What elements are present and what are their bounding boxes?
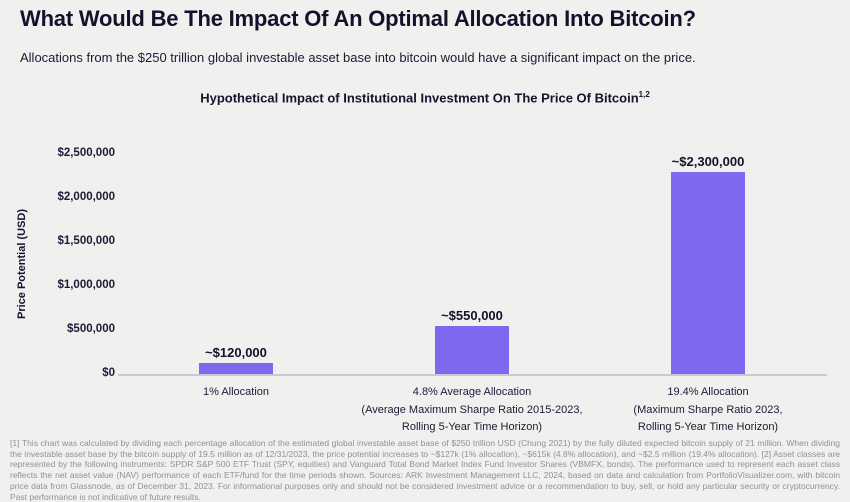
page-subtitle: Allocations from the $250 trillion globa… xyxy=(20,50,696,65)
bar-value-label: ~$2,300,000 xyxy=(671,154,745,169)
footnote-disclaimer: [1] This chart was calculated by dividin… xyxy=(10,438,840,502)
y-tick-label: $1,000,000 xyxy=(57,279,115,291)
chart-title-footnote-marker: 1,2 xyxy=(638,90,650,99)
chart-title: Hypothetical Impact of Institutional Inv… xyxy=(0,90,850,105)
y-axis-label: Price Potential (USD) xyxy=(16,208,28,320)
bar-value-label: ~$120,000 xyxy=(205,345,267,360)
bar xyxy=(435,326,509,374)
bar xyxy=(671,172,745,374)
x-category-line: 19.4% Allocation xyxy=(667,386,749,398)
bar-value-label: ~$550,000 xyxy=(441,308,503,323)
x-category-line: Rolling 5-Year Time Horizon) xyxy=(401,421,543,433)
y-tick-label: $0 xyxy=(102,367,115,379)
y-tick-label: $2,000,000 xyxy=(57,191,115,203)
y-tick-label: $2,500,000 xyxy=(57,147,115,159)
y-tick-label: $1,500,000 xyxy=(57,235,115,247)
x-category-label: 19.4% Allocation (Maximum Sharpe Ratio 20… xyxy=(563,384,850,437)
y-tick-label: $500,000 xyxy=(67,323,115,335)
page-title: What Would Be The Impact Of An Optimal A… xyxy=(20,6,696,31)
x-category-line: 1% Allocation xyxy=(202,386,270,398)
bar xyxy=(199,363,273,374)
x-category-line: (Maximum Sharpe Ratio 2023, xyxy=(633,403,783,416)
x-category-line: (Average Maximum Sharpe Ratio 2015-2023, xyxy=(361,403,583,416)
x-axis-line xyxy=(118,374,827,376)
x-category-label: 1% Allocation xyxy=(91,384,381,402)
x-category-line: 4.8% Average Allocation xyxy=(412,386,532,398)
x-category-line: Rolling 5-Year Time Horizon) xyxy=(637,421,779,433)
x-category-label: 4.8% Average Allocation (Average Maximum … xyxy=(327,384,617,437)
chart-title-text: Hypothetical Impact of Institutional Inv… xyxy=(200,90,639,106)
